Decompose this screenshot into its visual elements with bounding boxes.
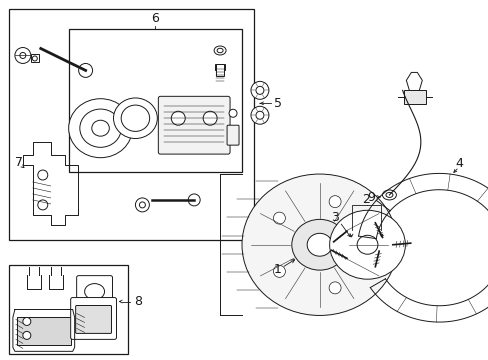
Circle shape — [23, 318, 31, 325]
Circle shape — [38, 170, 48, 180]
Text: 5: 5 — [273, 97, 281, 110]
FancyBboxPatch shape — [76, 306, 111, 333]
Text: 8: 8 — [134, 295, 142, 308]
Circle shape — [273, 212, 285, 224]
Text: 4: 4 — [454, 157, 462, 170]
Circle shape — [23, 332, 31, 339]
Text: 3: 3 — [330, 211, 338, 224]
Bar — [215, 64, 224, 71]
Text: 9: 9 — [367, 192, 375, 204]
Circle shape — [363, 239, 375, 251]
Bar — [31, 54, 39, 62]
Circle shape — [203, 111, 217, 125]
Ellipse shape — [214, 46, 225, 55]
Ellipse shape — [329, 210, 405, 279]
Ellipse shape — [68, 99, 132, 158]
Text: 1: 1 — [273, 263, 281, 276]
Ellipse shape — [121, 105, 149, 131]
Text: 6: 6 — [151, 12, 159, 25]
Circle shape — [135, 198, 149, 212]
Ellipse shape — [306, 233, 331, 256]
Ellipse shape — [92, 120, 109, 136]
Bar — [68, 28, 242, 172]
Circle shape — [328, 196, 340, 208]
Circle shape — [250, 81, 268, 99]
Circle shape — [139, 202, 145, 208]
Ellipse shape — [291, 219, 347, 270]
Circle shape — [20, 53, 26, 58]
Ellipse shape — [356, 235, 377, 254]
Ellipse shape — [113, 98, 157, 139]
Circle shape — [15, 48, 31, 63]
Bar — [9, 9, 253, 240]
Ellipse shape — [242, 174, 397, 315]
Circle shape — [250, 106, 268, 124]
Circle shape — [188, 194, 200, 206]
Bar — [216, 64, 224, 76]
FancyBboxPatch shape — [158, 96, 229, 154]
Circle shape — [273, 265, 285, 277]
Bar — [404, 90, 426, 104]
FancyBboxPatch shape — [71, 298, 116, 339]
Bar — [9, 265, 128, 354]
Ellipse shape — [80, 109, 121, 147]
Circle shape — [228, 109, 237, 117]
Text: 7: 7 — [15, 156, 23, 168]
FancyBboxPatch shape — [226, 125, 239, 145]
Circle shape — [171, 111, 185, 125]
Circle shape — [38, 200, 48, 210]
Ellipse shape — [382, 190, 396, 200]
Text: 2: 2 — [362, 193, 370, 206]
Circle shape — [79, 63, 92, 77]
Bar — [17, 318, 71, 345]
Circle shape — [328, 282, 340, 294]
